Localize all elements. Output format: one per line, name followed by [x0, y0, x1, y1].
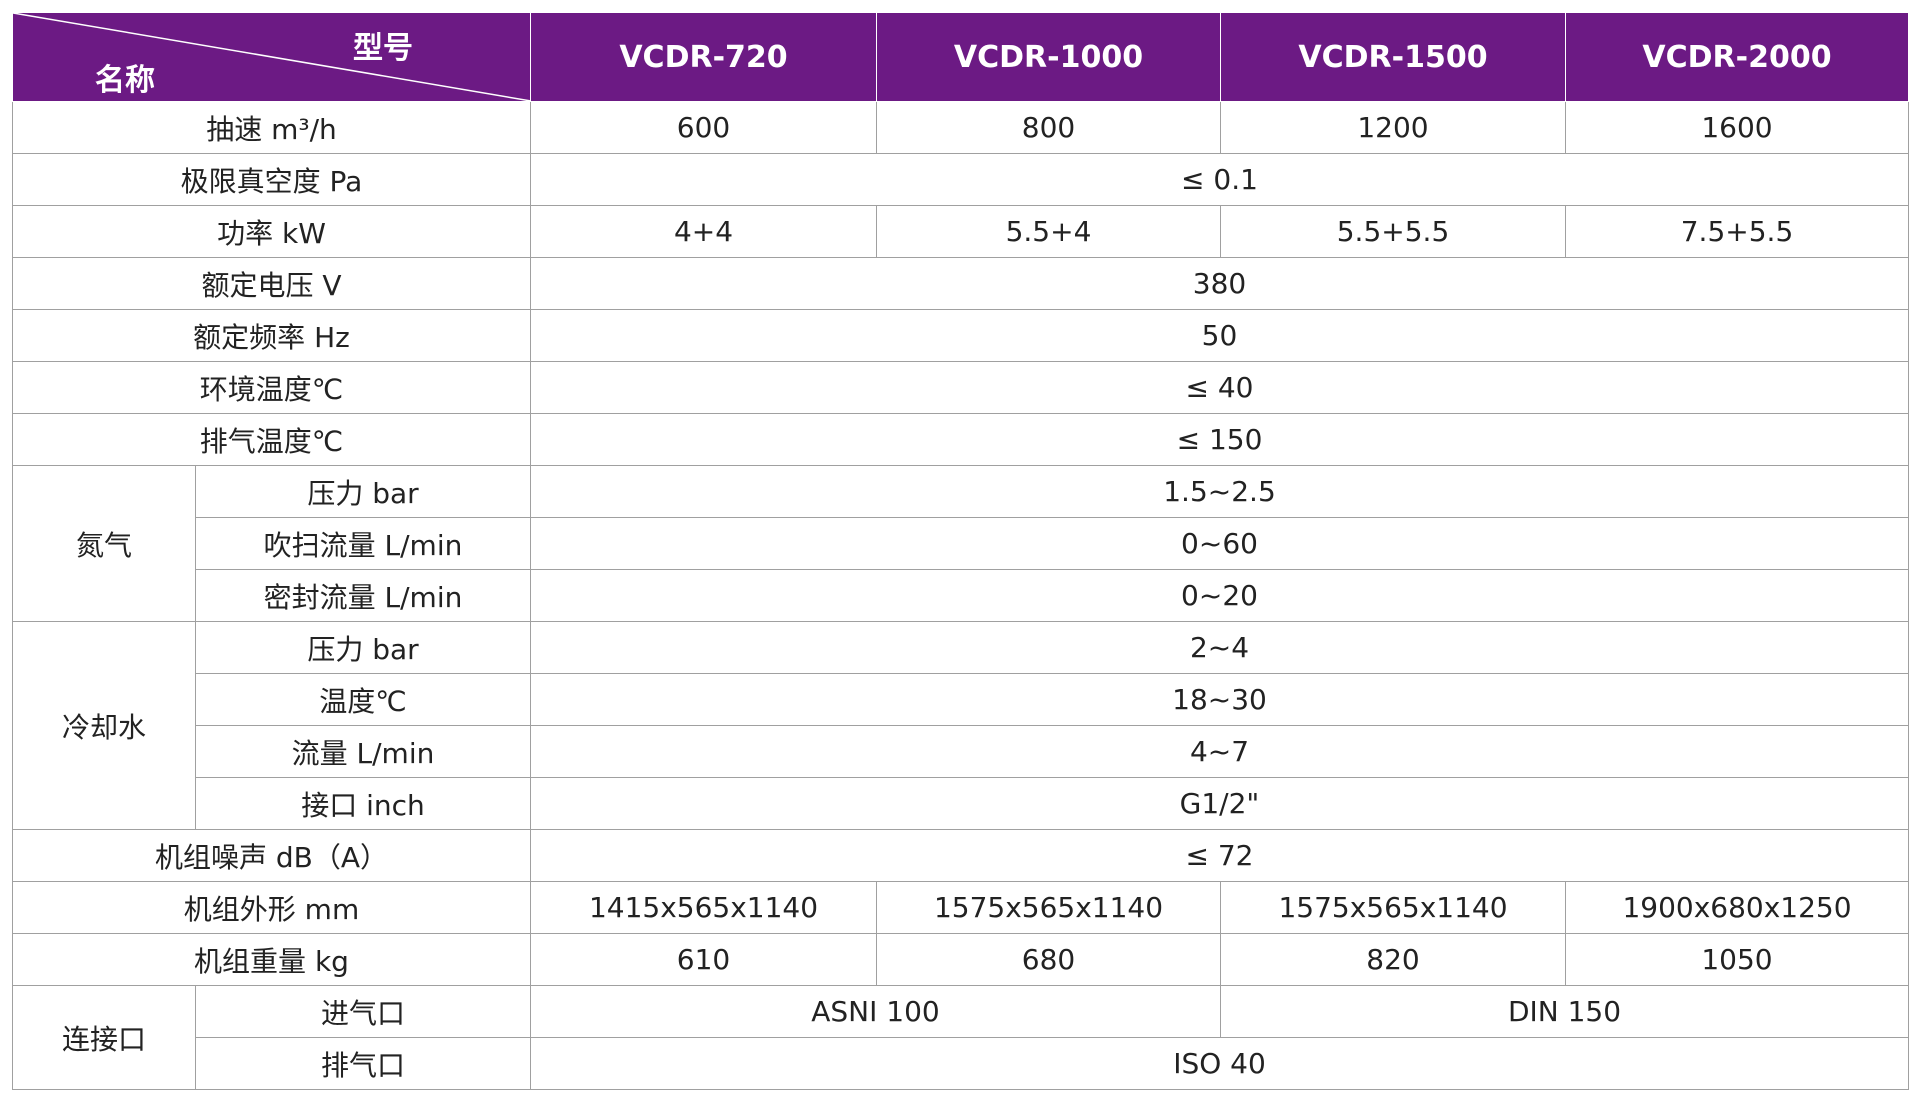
table-row: 流量 L/min 4~7 [13, 725, 1909, 778]
row-label: 机组噪声 dB（A） [12, 829, 531, 882]
value-cell: 5.5+5.5 [1220, 205, 1566, 258]
row-label: 额定频率 Hz [12, 309, 531, 362]
row-label: 进气口 [195, 985, 531, 1038]
table-row: 额定电压 V 380 [12, 257, 1909, 310]
row-label: 功率 kW [12, 205, 531, 258]
table-row: 环境温度℃ ≤ 40 [12, 361, 1909, 414]
name-label: 名称 [95, 63, 155, 98]
value-cell: 1600 [1565, 101, 1909, 154]
row-label: 机组外形 mm [12, 881, 531, 934]
row-label: 环境温度℃ [12, 361, 531, 414]
spec-table: 型号 名称 VCDR-720 VCDR-1000 VCDR-1500 VCDR-200… [12, 12, 1909, 1090]
row-label: 密封流量 L/min [195, 569, 531, 622]
value-cell: 50 [530, 309, 1909, 362]
table-row: 机组重量 kg 610 680 820 1050 [12, 933, 1909, 986]
table-row: 机组噪声 dB（A） ≤ 72 [12, 829, 1909, 882]
row-label: 吹扫流量 L/min [195, 517, 531, 570]
value-cell: ≤ 40 [530, 361, 1909, 414]
header-row: 型号 名称 VCDR-720 VCDR-1000 VCDR-1500 VCDR-200… [12, 12, 1909, 102]
model-label: 型号 [353, 31, 413, 66]
diagonal [13, 13, 531, 101]
group-label: 冷却水 [12, 621, 196, 830]
value-cell: 0~20 [530, 569, 1909, 622]
row-label: 流量 L/min [195, 725, 531, 778]
table-row: 吹扫流量 L/min 0~60 [13, 517, 1909, 570]
value-cell: 820 [1220, 933, 1566, 986]
value-cell: G1/2" [530, 777, 1909, 830]
value-cell: DIN 150 [1220, 985, 1909, 1038]
value-cell: 5.5+4 [876, 205, 1221, 258]
value-cell: 1050 [1565, 933, 1909, 986]
table-row: 密封流量 L/min 0~20 [13, 569, 1909, 622]
value-cell: 600 [530, 101, 877, 154]
row-label: 抽速 m³/h [12, 101, 531, 154]
value-cell: 1.5~2.5 [530, 465, 1909, 518]
value-cell: 800 [876, 101, 1221, 154]
value-cell: ≤ 0.1 [530, 153, 1909, 206]
model-header: VCDR-2000 [1565, 12, 1909, 102]
table-row: 排气口 ISO 40 [13, 1037, 1909, 1090]
table-row: 极限真空度 Pa ≤ 0.1 [12, 153, 1909, 206]
value-cell: ASNI 100 [530, 985, 1221, 1038]
row-label: 机组重量 kg [12, 933, 531, 986]
corner-cell: 型号 名称 [12, 12, 531, 102]
model-header: VCDR-1000 [876, 12, 1221, 102]
model-header: VCDR-1500 [1220, 12, 1566, 102]
table-row: 接口 inch G1/2" [13, 777, 1909, 830]
row-label: 极限真空度 Pa [12, 153, 531, 206]
row-label: 额定电压 V [12, 257, 531, 310]
table-row: 氮气 压力 bar 1.5~2.5 [12, 465, 1909, 622]
group-label: 连接口 [12, 985, 196, 1090]
value-cell: 1575x565x1140 [1220, 881, 1566, 934]
row-label: 压力 bar [195, 621, 531, 674]
value-cell: ≤ 72 [530, 829, 1909, 882]
value-cell: 4~7 [530, 725, 1909, 778]
value-cell: 1900x680x1250 [1565, 881, 1909, 934]
value-cell: 680 [876, 933, 1221, 986]
table-row: 额定频率 Hz 50 [12, 309, 1909, 362]
group-label: 氮气 [12, 465, 196, 622]
value-cell: 0~60 [530, 517, 1909, 570]
row-label: 压力 bar [195, 465, 531, 518]
model-header: VCDR-720 [530, 12, 877, 102]
row-label: 温度℃ [195, 673, 531, 726]
value-cell: ISO 40 [530, 1037, 1909, 1090]
table-row: 抽速 m³/h 600 800 1200 1600 [12, 101, 1909, 154]
value-cell: 1200 [1220, 101, 1566, 154]
value-cell: 1575x565x1140 [876, 881, 1221, 934]
table-row: 连接口 进气口 ASNI 100 DIN 150 [12, 985, 1909, 1090]
table-row: 排气温度℃ ≤ 150 [12, 413, 1909, 466]
value-cell: 7.5+5.5 [1565, 205, 1909, 258]
table-row: 机组外形 mm 1415x565x1140 1575x565x1140 1575x56… [12, 881, 1909, 934]
value-cell: 4+4 [530, 205, 877, 258]
row-label: 排气温度℃ [12, 413, 531, 466]
row-label: 排气口 [195, 1037, 531, 1090]
table-row: 冷却水 压力 bar 2~4 [12, 621, 1909, 830]
value-cell: 18~30 [530, 673, 1909, 726]
row-label: 接口 inch [195, 777, 531, 830]
table-row: 功率 kW 4+4 5.5+4 5.5+5.5 7.5+5.5 [12, 205, 1909, 258]
value-cell: 610 [530, 933, 877, 986]
value-cell: 2~4 [530, 621, 1909, 674]
value-cell: 1415x565x1140 [530, 881, 877, 934]
table-row: 温度℃ 18~30 [13, 673, 1909, 726]
value-cell: ≤ 150 [530, 413, 1909, 466]
value-cell: 380 [530, 257, 1909, 310]
